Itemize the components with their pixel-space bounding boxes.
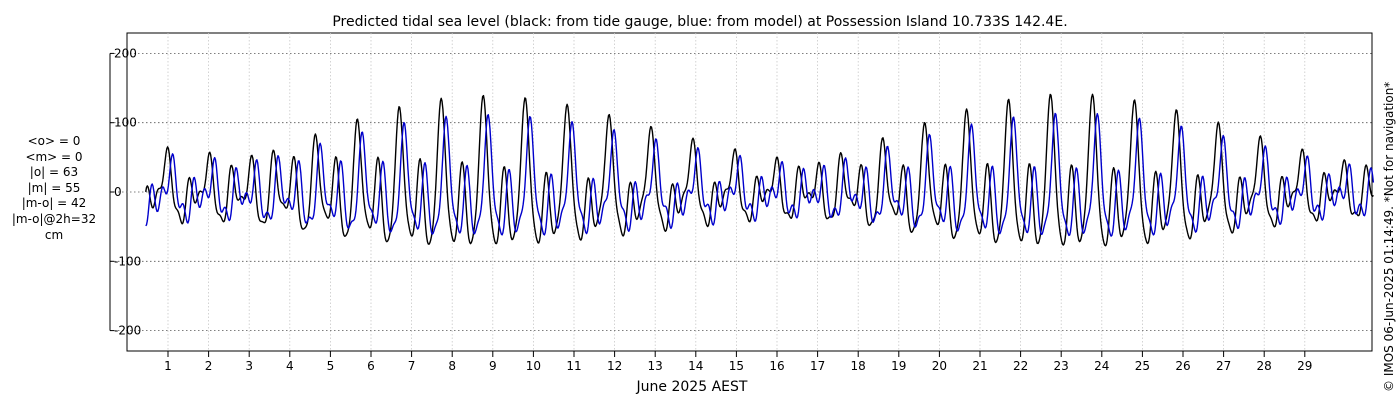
series-line-tide-gauge xyxy=(145,93,1374,247)
y-tick-label: -100 xyxy=(114,254,141,268)
x-tick-label: 23 xyxy=(1054,359,1069,373)
stat-model-mean: <m> = 0 xyxy=(25,149,83,164)
x-tick-label: 14 xyxy=(688,359,703,373)
x-tick-label: 27 xyxy=(1216,359,1231,373)
y-tick-label: 100 xyxy=(114,116,137,130)
x-tick-label: 11 xyxy=(566,359,581,373)
x-tick-label: 1 xyxy=(164,359,172,373)
x-tick-label: 24 xyxy=(1094,359,1109,373)
y-axis: -200 -100 0 100 200 xyxy=(109,46,141,338)
x-tick-label: 13 xyxy=(648,359,663,373)
y-tick-label: 0 xyxy=(114,185,122,199)
series-lines xyxy=(145,93,1375,247)
x-tick-label: 10 xyxy=(526,359,541,373)
x-tick-label: 5 xyxy=(327,359,335,373)
statistics-panel: <o> = 0 <m> = 0 |o| = 63 |m| = 55 |m-o| … xyxy=(6,134,102,243)
x-tick-label: 3 xyxy=(245,359,253,373)
stat-obs-abs: |o| = 63 xyxy=(29,165,79,180)
chart-title: Predicted tidal sea level (black: from t… xyxy=(332,14,1067,30)
x-tick-label: 22 xyxy=(1013,359,1028,373)
grid-lines xyxy=(110,33,1372,351)
x-tick-label: 19 xyxy=(891,359,906,373)
x-tick-label: 6 xyxy=(367,359,375,373)
x-tick-label: 7 xyxy=(408,359,416,373)
stat-unit: cm xyxy=(44,227,64,242)
copyright-note: © IMOS 06-Jun-2025 01:14:49. *Not for na… xyxy=(1382,82,1396,392)
y-tick-label: -200 xyxy=(114,324,141,338)
stat-model-abs: |m| = 55 xyxy=(27,180,81,195)
stat-diff-abs: |m-o| = 42 xyxy=(21,196,87,211)
series-line-model xyxy=(145,112,1375,237)
x-tick-label: 26 xyxy=(1175,359,1190,373)
stat-obs-mean: <o> = 0 xyxy=(27,134,81,148)
x-axis: 1 2 3 4 5 6 7 8 9 10 11 12 13 14 15 16 17 18 19 20 21 22 23 24 2… xyxy=(164,351,1312,373)
x-tick-label: 28 xyxy=(1257,359,1272,373)
x-tick-label: 15 xyxy=(729,359,744,373)
y-tick-label: 200 xyxy=(114,46,137,60)
x-tick-label: 25 xyxy=(1135,359,1150,373)
x-tick-label: 9 xyxy=(489,359,497,373)
x-tick-label: 18 xyxy=(851,359,866,373)
x-tick-label: 12 xyxy=(607,359,622,373)
x-tick-label: 17 xyxy=(810,359,825,373)
x-tick-label: 8 xyxy=(448,359,456,373)
x-tick-label: 20 xyxy=(932,359,947,373)
stat-diff-2h: |m-o|@2h=32 xyxy=(11,211,97,226)
x-tick-label: 4 xyxy=(286,359,294,373)
x-tick-label: 16 xyxy=(769,359,784,373)
x-tick-label: 29 xyxy=(1297,359,1312,373)
x-axis-label: June 2025 AEST xyxy=(636,379,748,395)
plot-frame xyxy=(126,32,1373,352)
x-tick-label: 2 xyxy=(205,359,213,373)
x-tick-label: 21 xyxy=(972,359,987,373)
